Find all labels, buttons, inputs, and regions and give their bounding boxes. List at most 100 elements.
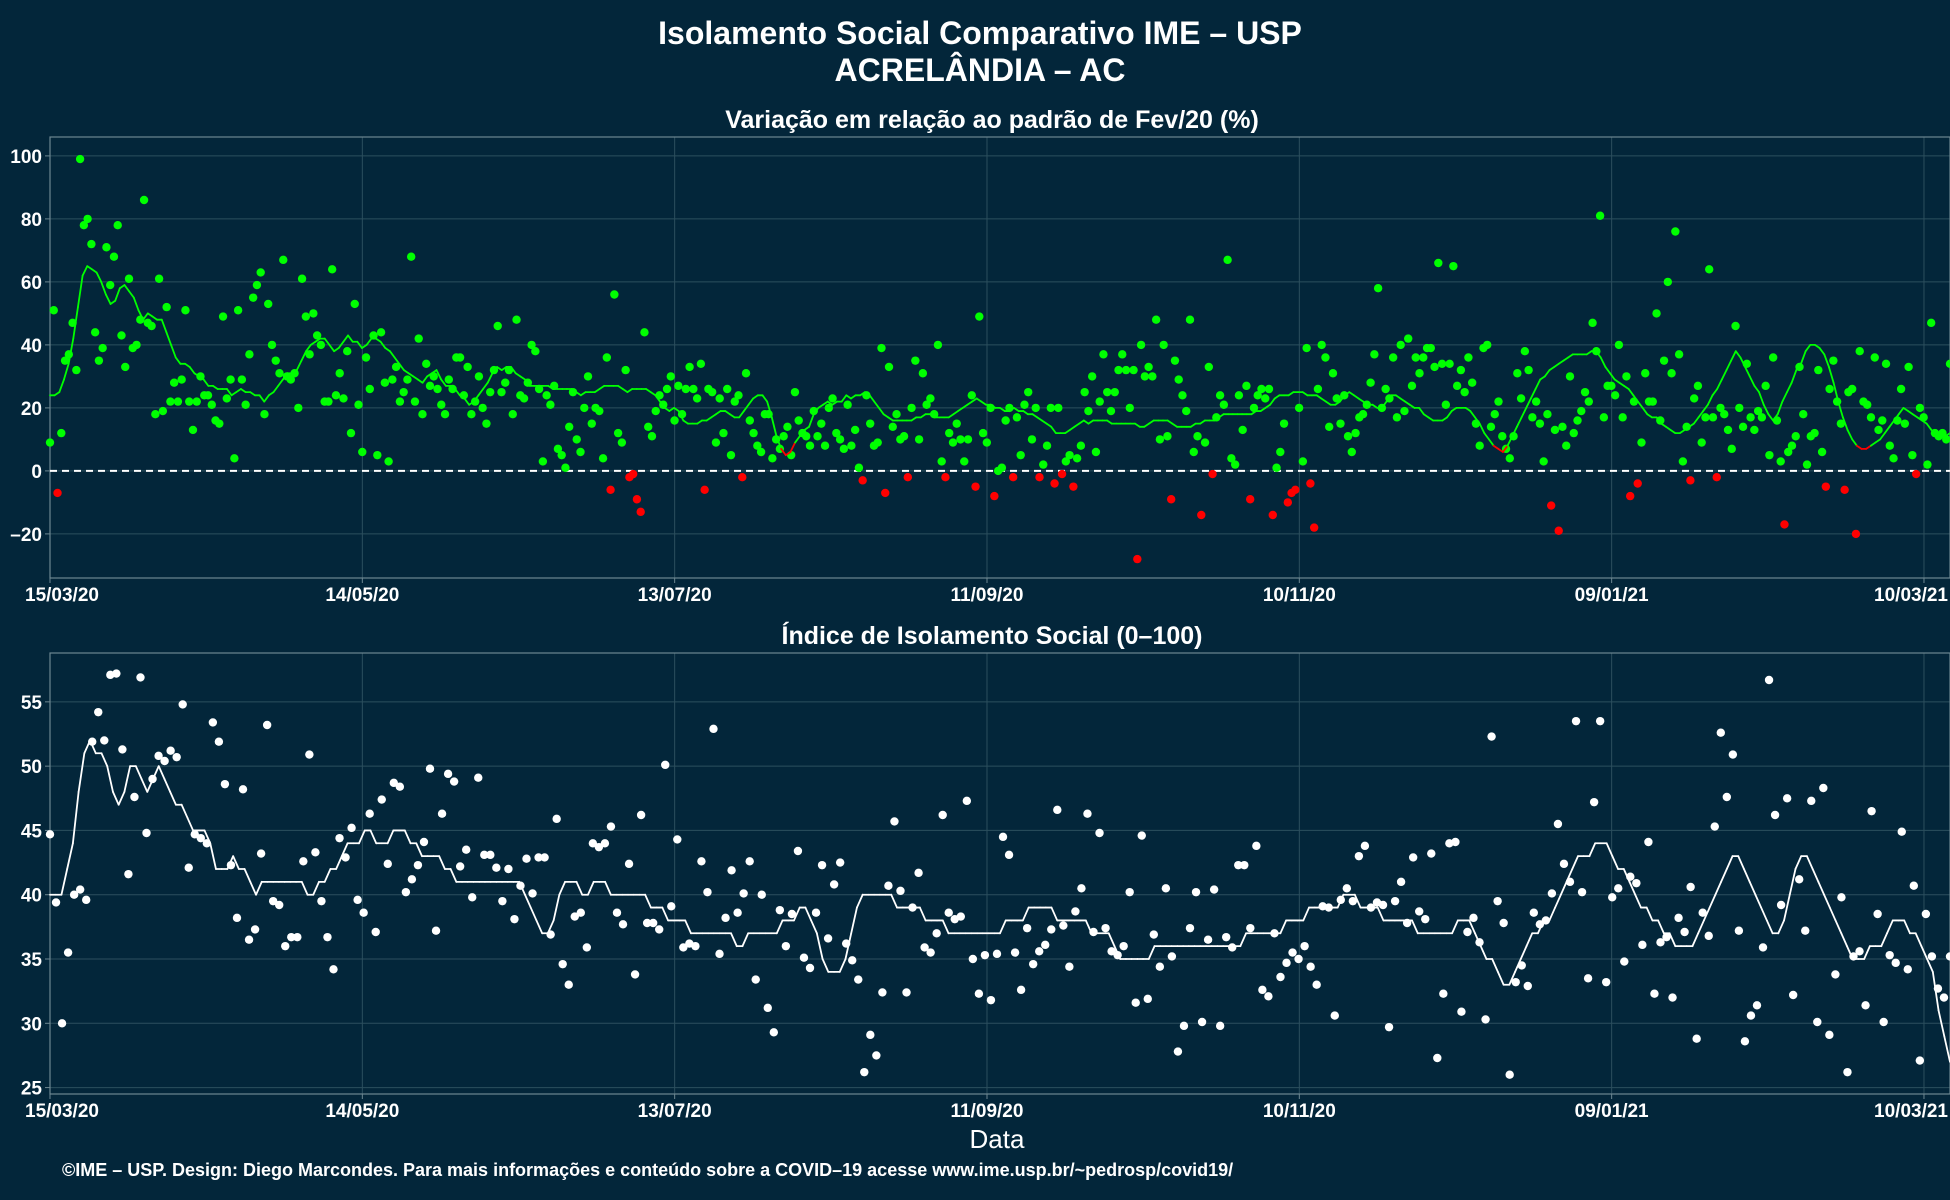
variation-point — [331, 391, 341, 400]
index-point — [1662, 932, 1671, 942]
variation-point — [1328, 369, 1338, 378]
index-point — [244, 935, 254, 944]
variation-point — [636, 507, 645, 517]
moving-average-segment — [1469, 410, 1476, 419]
index-point — [1137, 831, 1146, 840]
variation-point — [271, 356, 280, 365]
variation-point — [1768, 353, 1778, 362]
index-point — [1855, 947, 1864, 956]
index-point — [1752, 1001, 1762, 1010]
moving-average-segment — [117, 790, 126, 806]
variation-point — [410, 397, 420, 406]
moving-average-segment — [1611, 855, 1619, 870]
index-point — [1354, 851, 1364, 861]
variation-point — [1257, 384, 1266, 394]
index-point — [956, 912, 965, 921]
variation-point — [1272, 463, 1281, 472]
moving-average-segment — [1781, 391, 1788, 403]
moving-average-segment — [961, 403, 969, 409]
index-point — [437, 809, 447, 818]
variation-panel-title: Variação em relação ao padrão de Fev/20 … — [725, 106, 1259, 134]
moving-average-segment — [1926, 958, 1934, 973]
moving-average-segment — [1050, 425, 1057, 435]
index-point — [1083, 809, 1092, 818]
moving-average-segment — [77, 752, 86, 793]
variation-point — [361, 353, 371, 362]
moving-average-segment — [1134, 422, 1141, 428]
variation-point — [1219, 400, 1229, 409]
variation-point — [105, 280, 115, 290]
variation-point — [1050, 479, 1059, 488]
moving-average-segment — [510, 366, 517, 375]
variation-point — [192, 397, 201, 406]
moving-average-segment — [249, 880, 257, 896]
variation-point — [1494, 397, 1503, 406]
moving-average-segment — [63, 362, 70, 381]
moving-average-segment — [1834, 919, 1843, 935]
variation-point — [1407, 381, 1417, 391]
index-point — [1740, 1037, 1750, 1046]
moving-average-segment — [1064, 429, 1071, 435]
variation-point — [1046, 403, 1055, 413]
moving-average-segment — [1613, 378, 1621, 384]
moving-average-segment — [1511, 425, 1518, 438]
moving-average-segment — [340, 842, 349, 858]
variation-point — [719, 428, 728, 438]
moving-average-segment — [146, 778, 154, 793]
moving-average-segment — [1339, 394, 1346, 403]
index-point — [1215, 1021, 1225, 1031]
moving-average-segment — [1147, 945, 1156, 960]
variation-point — [512, 315, 521, 324]
index-point — [389, 778, 399, 788]
index-point — [1692, 1034, 1701, 1043]
index-point — [715, 949, 724, 959]
variation-point — [817, 419, 826, 428]
index-point — [1427, 849, 1436, 858]
moving-average-segment — [1618, 381, 1625, 387]
moving-average-segment — [477, 388, 484, 397]
x-tick-label: 13/07/20 — [638, 1101, 712, 1122]
moving-average-segment — [226, 388, 233, 397]
index-point — [1505, 1070, 1514, 1079]
moving-average-segment — [1846, 429, 1854, 441]
index-point — [1348, 896, 1358, 906]
moving-average-segment — [822, 400, 829, 406]
index-point — [1342, 884, 1352, 893]
moving-average-segment — [1557, 359, 1565, 365]
variation-point — [158, 406, 168, 416]
variation-point — [1460, 387, 1469, 397]
variation-point — [1035, 473, 1044, 482]
moving-average-segment — [1817, 880, 1825, 896]
moving-average-segment — [137, 309, 145, 321]
variation-point — [1370, 350, 1379, 359]
variation-point — [948, 438, 958, 447]
index-point — [745, 857, 754, 866]
variation-point — [598, 454, 608, 463]
moving-average-segment — [1562, 356, 1570, 362]
moving-average-segment — [1943, 1035, 1950, 1063]
index-point — [872, 1051, 881, 1060]
variation-point — [124, 274, 134, 283]
moving-average-segment — [677, 410, 685, 422]
variation-point — [1020, 400, 1029, 409]
index-point — [1191, 887, 1201, 897]
moving-average-segment — [1734, 350, 1742, 359]
moving-average-segment — [966, 400, 973, 406]
index-point — [1795, 875, 1804, 884]
moving-average-segment — [1492, 444, 1500, 450]
variation-point — [1411, 353, 1420, 362]
variation-point — [45, 438, 55, 447]
moving-average-segment — [1776, 400, 1784, 416]
moving-average-segment — [1497, 447, 1504, 453]
moving-average-segment — [804, 906, 813, 922]
variation-point — [768, 454, 777, 463]
index-point — [449, 777, 459, 786]
variation-point — [1520, 347, 1530, 356]
moving-average-segment — [1496, 970, 1505, 986]
variation-point — [1467, 378, 1477, 387]
moving-average-segment — [174, 356, 182, 365]
index-point — [1770, 810, 1780, 820]
index-point — [829, 880, 839, 889]
index-point — [1873, 909, 1882, 919]
index-point — [461, 845, 471, 854]
